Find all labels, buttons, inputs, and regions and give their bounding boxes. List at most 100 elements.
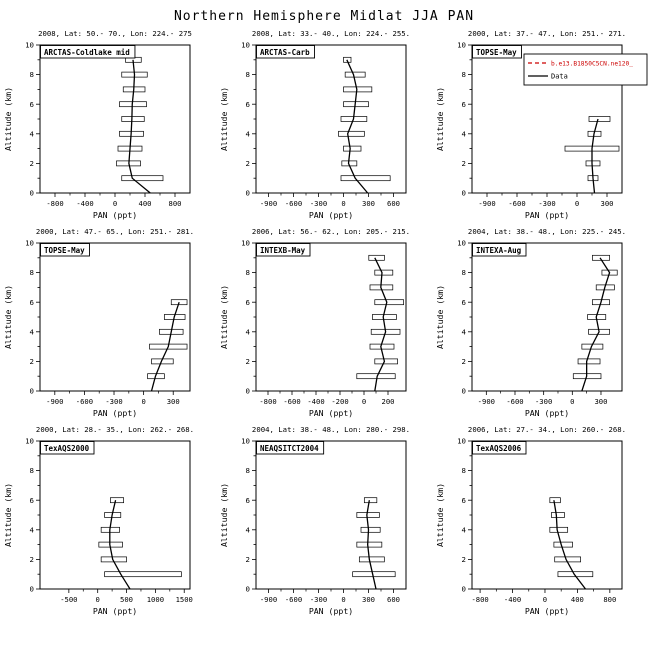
x-tick-label: 300 — [594, 397, 607, 406]
campaign-label-box — [40, 441, 95, 455]
y-tick-label: 10 — [457, 41, 466, 50]
x-tick-label: 0 — [141, 397, 145, 406]
y-tick-label: 6 — [462, 100, 466, 109]
y-tick-label: 2 — [30, 159, 34, 168]
error-box — [374, 269, 394, 276]
panel-subtitle: 2006, Lat: 56.- 62., Lon: 205.- 215. — [252, 227, 410, 236]
y-tick-label: 8 — [462, 70, 466, 79]
x-axis-label: PAN (ppt) — [93, 408, 137, 418]
x-tick-label: -900 — [260, 595, 277, 604]
y-tick-label: 4 — [462, 327, 467, 336]
x-tick-label: 0 — [543, 595, 547, 604]
error-box — [549, 497, 561, 504]
x-tick-label: -300 — [310, 595, 327, 604]
y-tick-label: 2 — [246, 357, 250, 366]
y-tick-label: 4 — [30, 327, 35, 336]
y-tick-label: 0 — [30, 189, 34, 198]
x-tick-label: -600 — [285, 199, 302, 208]
error-box — [577, 358, 601, 365]
y-tick-label: 6 — [462, 298, 466, 307]
plot-frame — [39, 242, 191, 392]
error-box — [338, 130, 365, 137]
x-axis-label: PAN (ppt) — [309, 606, 353, 616]
x-tick-label: -600 — [506, 397, 523, 406]
y-tick-label: 0 — [246, 189, 250, 198]
y-axis-label: Altitude (km) — [3, 483, 13, 547]
x-axis-label: PAN (ppt) — [309, 408, 353, 418]
data-line — [346, 59, 369, 194]
x-tick-label: 800 — [603, 595, 616, 604]
error-box — [551, 512, 565, 518]
error-box — [104, 571, 182, 578]
x-tick-label: 1500 — [176, 595, 193, 604]
x-tick-label: 300 — [601, 199, 614, 208]
y-tick-label: 8 — [246, 466, 250, 475]
campaign-label: ARCTAS-Carb — [260, 48, 310, 57]
error-box — [372, 314, 397, 320]
y-tick-label: 2 — [462, 555, 466, 564]
chart-svg: 2006, Lat: 56.- 62., Lon: 205.- 215. -800… — [219, 227, 410, 418]
campaign-label-box — [256, 243, 311, 257]
data-line — [150, 301, 180, 392]
legend-box — [523, 53, 648, 86]
x-tick-label: -600 — [283, 397, 300, 406]
chart-svg: 2006, Lat: 27.- 34., Lon: 260.- 268. -800… — [435, 425, 626, 616]
data-line — [553, 500, 587, 590]
chart-svg: 2008, Lat: 50.- 70., Lon: 224.- 275 -800 -… — [3, 29, 192, 220]
x-tick-label: -400 — [76, 199, 93, 208]
campaign-label: NEAQSITCT2004 — [260, 444, 319, 453]
chart-svg: 2004, Lat: 38.- 48., Lon: 225.- 245. -900… — [435, 227, 626, 418]
campaign-label-box — [256, 45, 315, 59]
x-tick-label: 0 — [341, 199, 345, 208]
y-tick-label: 10 — [25, 41, 34, 50]
y-tick-label: 8 — [462, 466, 466, 475]
x-tick-label: 0 — [575, 199, 579, 208]
y-tick-label: 8 — [30, 70, 34, 79]
campaign-label-box — [256, 441, 325, 455]
x-tick-label: -500 — [60, 595, 77, 604]
x-tick-label: -200 — [331, 397, 348, 406]
panel-subtitle: 2000, Lat: 47.- 65., Lon: 251.- 281. — [36, 227, 194, 236]
x-tick-label: 500 — [120, 595, 133, 604]
y-tick-label: 10 — [241, 41, 250, 50]
y-tick-label: 6 — [246, 496, 250, 505]
y-tick-label: 2 — [246, 159, 250, 168]
y-tick-label: 6 — [246, 298, 250, 307]
error-box — [340, 175, 391, 182]
error-box — [110, 497, 125, 504]
data-line — [128, 59, 151, 194]
x-tick-label: 0 — [113, 199, 117, 208]
y-tick-label: 4 — [30, 129, 35, 138]
x-tick-label: 300 — [362, 595, 375, 604]
y-tick-label: 2 — [30, 357, 34, 366]
campaign-label: TOPSE-May — [44, 246, 85, 255]
error-box — [356, 373, 396, 380]
x-tick-label: -600 — [508, 199, 525, 208]
profile-panel-6: 2004, Lat: 38.- 48., Lon: 225.- 245. -900… — [432, 223, 648, 421]
x-tick-label: -900 — [260, 199, 277, 208]
panel-subtitle: 2000, Lat: 28.- 35., Lon: 262.- 268. — [36, 425, 194, 434]
error-box — [360, 526, 381, 533]
x-tick-label: -600 — [76, 397, 93, 406]
profile-panel-4: 2000, Lat: 47.- 65., Lon: 251.- 281. -900… — [0, 223, 216, 421]
campaign-label-box — [40, 45, 136, 59]
x-tick-label: 0 — [362, 397, 366, 406]
x-tick-label: 600 — [387, 199, 400, 208]
y-tick-label: 4 — [462, 525, 467, 534]
y-tick-label: 10 — [25, 239, 34, 248]
chart-svg: 2000, Lat: 37.- 47., Lon: 251.- 271. -900… — [435, 29, 648, 220]
y-tick-label: 8 — [462, 268, 466, 277]
x-tick-label: 0 — [341, 595, 345, 604]
campaign-label: INTEXA-Aug — [476, 246, 522, 255]
x-tick-label: 300 — [362, 199, 375, 208]
campaign-label: INTEXB-May — [260, 246, 306, 255]
error-box — [588, 116, 611, 122]
x-tick-label: -600 — [285, 595, 302, 604]
x-tick-label: -800 — [471, 595, 488, 604]
y-axis-label: Altitude (km) — [3, 285, 13, 349]
x-tick-label: 1000 — [147, 595, 164, 604]
x-tick-label: -800 — [46, 199, 63, 208]
data-line — [374, 257, 388, 392]
y-tick-label: 0 — [462, 189, 466, 198]
profile-panel-3: 2000, Lat: 37.- 47., Lon: 251.- 271. -900… — [432, 25, 648, 223]
